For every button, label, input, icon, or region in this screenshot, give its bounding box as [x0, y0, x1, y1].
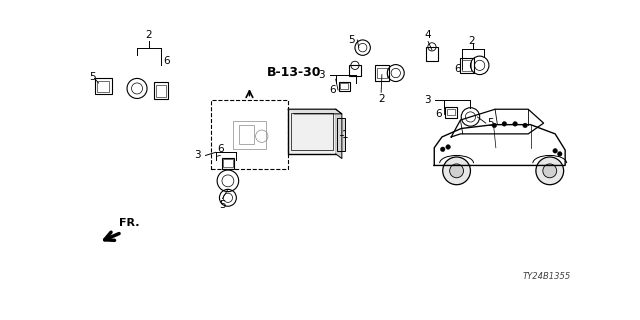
Bar: [460, 58, 474, 73]
Text: FR.: FR.: [118, 218, 139, 228]
Bar: [291, 113, 333, 150]
Bar: [211, 100, 288, 169]
Bar: [447, 109, 455, 116]
Circle shape: [443, 157, 470, 185]
Text: 2: 2: [378, 94, 385, 104]
Bar: [462, 60, 471, 71]
Bar: [232, 121, 266, 148]
Bar: [154, 82, 168, 99]
Circle shape: [513, 122, 517, 126]
Text: 6: 6: [435, 109, 442, 119]
Bar: [239, 125, 254, 144]
Text: 3: 3: [195, 150, 201, 160]
Circle shape: [523, 123, 527, 128]
Bar: [375, 65, 389, 81]
Text: 1: 1: [342, 130, 349, 140]
Text: 5: 5: [488, 118, 494, 128]
Circle shape: [446, 145, 451, 149]
Circle shape: [557, 152, 562, 156]
Circle shape: [543, 164, 557, 178]
Bar: [95, 78, 111, 94]
Text: 5: 5: [219, 200, 226, 210]
Circle shape: [536, 157, 564, 185]
Bar: [97, 81, 109, 92]
Bar: [223, 159, 232, 167]
Text: 6: 6: [454, 64, 460, 74]
Polygon shape: [288, 109, 342, 114]
Text: 2: 2: [146, 30, 152, 40]
Text: 6: 6: [163, 57, 170, 67]
Bar: [221, 158, 234, 169]
Text: 3: 3: [424, 95, 431, 105]
Text: 6: 6: [217, 144, 224, 154]
Text: TY24B1355: TY24B1355: [522, 272, 570, 281]
Text: 4: 4: [425, 30, 431, 40]
Text: B-13-30: B-13-30: [266, 66, 321, 79]
Bar: [288, 109, 336, 154]
Text: 6: 6: [329, 85, 336, 95]
Bar: [339, 82, 349, 91]
Bar: [340, 83, 348, 89]
Text: 5: 5: [89, 72, 96, 82]
Bar: [378, 68, 387, 78]
Text: 3: 3: [318, 70, 325, 80]
Circle shape: [553, 148, 557, 153]
Bar: [337, 118, 345, 151]
Circle shape: [492, 123, 497, 128]
Bar: [426, 47, 438, 61]
Circle shape: [440, 147, 445, 152]
Polygon shape: [336, 109, 342, 158]
Text: 5: 5: [348, 35, 355, 45]
Bar: [156, 84, 166, 97]
Circle shape: [450, 164, 463, 178]
Bar: [349, 65, 361, 76]
Bar: [445, 107, 458, 118]
Circle shape: [502, 122, 507, 126]
Text: 2: 2: [468, 36, 474, 46]
